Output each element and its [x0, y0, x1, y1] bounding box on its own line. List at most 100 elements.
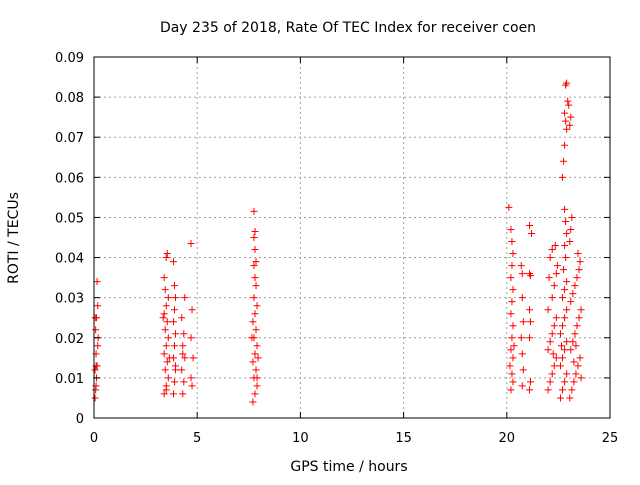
- data-point: [94, 342, 102, 350]
- data-point: [169, 318, 177, 326]
- data-point: [179, 350, 187, 358]
- data-point: [164, 334, 172, 342]
- data-point: [251, 350, 259, 358]
- x-tick-label: 5: [193, 431, 201, 446]
- data-point: [509, 354, 517, 362]
- data-point: [249, 398, 257, 406]
- data-point: [187, 334, 195, 342]
- chart-title: Day 235 of 2018, Rate Of TEC Index for r…: [160, 20, 536, 36]
- data-point: [563, 229, 571, 237]
- data-point: [550, 362, 558, 370]
- data-point: [252, 282, 260, 290]
- data-point: [562, 217, 570, 225]
- data-point: [528, 229, 536, 237]
- data-point: [567, 298, 575, 306]
- data-point: [568, 213, 576, 221]
- data-point: [561, 286, 569, 294]
- data-point: [566, 121, 574, 129]
- data-point: [172, 330, 180, 338]
- data-point: [576, 258, 584, 266]
- data-point: [252, 326, 260, 334]
- data-point: [575, 314, 583, 322]
- data-point: [163, 318, 171, 326]
- x-tick-label: 0: [90, 431, 98, 446]
- data-point: [507, 310, 515, 318]
- data-point: [508, 370, 516, 378]
- data-point: [560, 266, 568, 274]
- data-point: [189, 354, 197, 362]
- data-point: [250, 234, 258, 241]
- data-point: [570, 378, 578, 386]
- data-point: [556, 362, 564, 370]
- data-point: [170, 378, 178, 386]
- data-point: [161, 366, 169, 374]
- data-point: [249, 318, 257, 326]
- data-point: [552, 314, 560, 322]
- data-point: [546, 338, 554, 346]
- data-point: [251, 390, 259, 398]
- y-tick-label: 0.06: [55, 171, 84, 186]
- data-point: [250, 207, 258, 215]
- data-point: [507, 225, 515, 233]
- data-point: [169, 390, 177, 398]
- data-point: [546, 254, 554, 262]
- data-point: [249, 358, 257, 366]
- data-point: [162, 386, 170, 394]
- data-point: [187, 374, 195, 382]
- data-point: [518, 270, 526, 278]
- data-point: [556, 394, 564, 402]
- data-point: [567, 346, 575, 354]
- data-point: [561, 346, 569, 354]
- data-point: [518, 350, 526, 358]
- data-point: [565, 101, 573, 109]
- x-axis-label: GPS time / hours: [290, 459, 407, 475]
- x-tick-label: 10: [292, 431, 309, 446]
- data-point: [526, 334, 534, 342]
- data-point: [568, 386, 576, 394]
- data-point: [180, 378, 188, 386]
- data-point: [526, 306, 534, 314]
- data-point: [571, 282, 579, 290]
- data-point: [506, 362, 514, 370]
- data-point: [548, 294, 556, 302]
- data-point: [527, 378, 535, 386]
- data-point: [573, 274, 581, 282]
- data-point: [517, 262, 525, 270]
- data-point: [564, 97, 572, 105]
- data-point: [566, 394, 574, 402]
- data-point: [548, 246, 556, 254]
- data-point: [254, 354, 262, 362]
- data-point: [571, 330, 579, 338]
- data-point: [574, 250, 582, 258]
- data-point: [509, 378, 517, 386]
- data-point: [561, 242, 569, 250]
- data-point: [181, 294, 189, 302]
- data-point: [253, 342, 261, 350]
- data-point: [251, 246, 259, 254]
- data-point: [160, 350, 168, 358]
- data-point: [93, 278, 101, 286]
- data-point: [569, 338, 577, 346]
- data-point: [188, 382, 196, 390]
- data-point: [162, 254, 170, 262]
- data-point: [162, 342, 170, 350]
- data-point: [552, 354, 560, 362]
- data-point: [563, 370, 571, 378]
- data-point: [563, 306, 571, 314]
- data-point: [526, 270, 534, 278]
- x-tick-label: 15: [395, 431, 412, 446]
- data-point: [252, 258, 260, 266]
- data-point: [560, 157, 568, 165]
- data-point: [549, 350, 557, 358]
- data-point: [172, 362, 180, 370]
- data-point: [527, 318, 535, 326]
- data-point: [251, 227, 259, 235]
- data-point: [548, 370, 556, 378]
- data-point: [94, 302, 102, 310]
- data-point: [518, 382, 526, 390]
- data-point: [169, 354, 177, 362]
- data-point: [178, 314, 186, 322]
- data-point: [569, 290, 577, 298]
- data-point: [161, 286, 169, 294]
- data-point: [561, 378, 569, 386]
